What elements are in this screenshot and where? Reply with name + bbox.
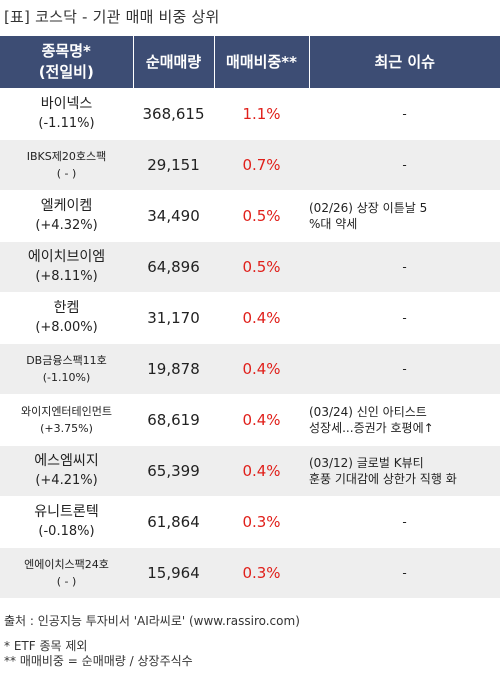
trade-ratio: 0.4% <box>214 445 309 497</box>
table-row: 바이넥스 (-1.11%) 368,615 1.1% - <box>0 88 500 140</box>
stock-name: 에이치브이엠 <box>27 249 106 265</box>
issue-cell: - <box>309 292 500 344</box>
trade-ratio: 0.4% <box>214 394 309 446</box>
stock-change: (-1.10%) <box>42 371 91 384</box>
stock-name-cell: 유니트론텍 (-0.18%) <box>0 496 133 548</box>
net-volume: 65,399 <box>133 445 214 497</box>
trade-ratio: 0.5% <box>214 190 309 242</box>
trade-ratio: 0.3% <box>214 496 309 548</box>
stock-name: DB금융스팩11호 <box>26 354 107 367</box>
table-row: 한켐 (+8.00%) 31,170 0.4% - <box>0 292 500 344</box>
net-volume: 68,619 <box>133 394 214 446</box>
stock-name: 엘케이켐 <box>40 198 93 214</box>
table-row: 와이지엔터테인먼트 (+3.75%) 68,619 0.4% (03/24) 신… <box>0 394 500 446</box>
issue-line1: (03/24) 신인 아티스트 <box>309 405 427 419</box>
stock-name: 와이지엔터테인먼트 <box>20 405 113 418</box>
net-volume: 15,964 <box>133 547 214 599</box>
net-volume: 64,896 <box>133 241 214 293</box>
header-name: 종목명* (전일비) <box>0 36 134 89</box>
stock-name-cell: 와이지엔터테인먼트 (+3.75%) <box>0 394 133 446</box>
stock-change: (+4.21%) <box>35 473 98 488</box>
issue-line1: - <box>402 158 407 172</box>
issue-line1: - <box>402 566 407 580</box>
table-row: 유니트론텍 (-0.18%) 61,864 0.3% - <box>0 496 500 548</box>
table-row: IBKS제20호스팩 ( - ) 29,151 0.7% - <box>0 139 500 191</box>
issue-line2: %대 약세 <box>309 217 358 231</box>
issue-cell: (03/12) 글로벌 K뷰티 훈풍 기대감에 상한가 직행 화 <box>309 445 500 497</box>
trade-ratio: 0.5% <box>214 241 309 293</box>
issue-cell: - <box>309 139 500 191</box>
stock-change: (-0.18%) <box>38 524 95 539</box>
net-volume: 61,864 <box>133 496 214 548</box>
issue-cell: (03/24) 신인 아티스트 성장세...증권가 호평에↑ <box>309 394 500 446</box>
stock-name-cell: 엔에이치스팩24호 ( - ) <box>0 547 133 599</box>
net-volume: 19,878 <box>133 343 214 395</box>
issue-line1: - <box>402 260 407 274</box>
stock-name-cell: IBKS제20호스팩 ( - ) <box>0 139 133 191</box>
table-row: 엘케이켐 (+4.32%) 34,490 0.5% (02/26) 상장 이튿날… <box>0 190 500 242</box>
table-row: 엔에이치스팩24호 ( - ) 15,964 0.3% - <box>0 547 500 599</box>
stock-name: 바이넥스 <box>40 96 93 112</box>
issue-line1: - <box>402 362 407 376</box>
stock-change: (+8.11%) <box>35 269 98 284</box>
stock-name: 에스엠씨지 <box>34 453 99 469</box>
stock-name-cell: 엘케이켐 (+4.32%) <box>0 190 133 242</box>
issue-line2: 성장세...증권가 호평에↑ <box>309 421 434 435</box>
issue-line1: - <box>402 311 407 325</box>
stock-name-cell: 바이넥스 (-1.11%) <box>0 88 133 140</box>
stock-change: (+4.32%) <box>35 218 98 233</box>
header-name-line2: (전일비) <box>38 63 94 81</box>
issue-line2: 훈풍 기대감에 상한가 직행 화 <box>309 472 457 486</box>
table-row: 에스엠씨지 (+4.21%) 65,399 0.4% (03/12) 글로벌 K… <box>0 445 500 497</box>
header-issue: 최근 이슈 <box>309 36 500 89</box>
issue-cell: - <box>309 547 500 599</box>
ranking-table: 종목명* (전일비) 순매매량 매매비중** 최근 이슈 바이넥스 (-1.11… <box>0 36 500 599</box>
trade-ratio: 0.4% <box>214 343 309 395</box>
issue-cell: - <box>309 496 500 548</box>
net-volume: 31,170 <box>133 292 214 344</box>
net-volume: 368,615 <box>133 88 214 140</box>
issue-cell: - <box>309 343 500 395</box>
trade-ratio: 0.3% <box>214 547 309 599</box>
issue-cell: (02/26) 상장 이튿날 5 %대 약세 <box>309 190 500 242</box>
stock-change: ( - ) <box>56 167 77 180</box>
stock-name-cell: 한켐 (+8.00%) <box>0 292 133 344</box>
net-volume: 29,151 <box>133 139 214 191</box>
issue-line1: - <box>402 107 407 121</box>
trade-ratio: 1.1% <box>214 88 309 140</box>
header-net-volume: 순매매량 <box>133 36 215 89</box>
stock-name: 유니트론텍 <box>34 504 99 520</box>
trade-ratio: 0.4% <box>214 292 309 344</box>
stock-change: ( - ) <box>56 575 77 588</box>
footnote-ratio: ** 매매비중 = 순매매량 / 상장주식수 <box>4 654 193 668</box>
table-header-row: 종목명* (전일비) 순매매량 매매비중** 최근 이슈 <box>0 36 500 89</box>
issue-line1: (03/12) 글로벌 K뷰티 <box>309 456 424 470</box>
stock-name: 한켐 <box>53 300 80 316</box>
table-row: 에이치브이엠 (+8.11%) 64,896 0.5% - <box>0 241 500 293</box>
issue-line1: (02/26) 상장 이튿날 5 <box>309 201 428 215</box>
header-name-line1: 종목명* <box>41 42 91 60</box>
page-title: [표] 코스닥 - 기관 매매 비중 상위 <box>4 8 220 26</box>
header-ratio: 매매비중** <box>214 36 310 89</box>
issue-line1: - <box>402 515 407 529</box>
stock-change: (+3.75%) <box>40 422 93 435</box>
trade-ratio: 0.7% <box>214 139 309 191</box>
footnote-etf: * ETF 종목 제외 <box>4 639 88 653</box>
net-volume: 34,490 <box>133 190 214 242</box>
source-note: 출처 : 인공지능 투자비서 'AI라씨로' (www.rassiro.com) <box>4 614 300 628</box>
issue-cell: - <box>309 88 500 140</box>
issue-cell: - <box>309 241 500 293</box>
stock-name-cell: 에스엠씨지 (+4.21%) <box>0 445 133 497</box>
stock-name-cell: DB금융스팩11호 (-1.10%) <box>0 343 133 395</box>
stock-change: (-1.11%) <box>38 116 95 131</box>
stock-name-cell: 에이치브이엠 (+8.11%) <box>0 241 133 293</box>
stock-name: 엔에이치스팩24호 <box>24 558 109 571</box>
table-row: DB금융스팩11호 (-1.10%) 19,878 0.4% - <box>0 343 500 395</box>
stock-name: IBKS제20호스팩 <box>26 150 107 163</box>
stock-change: (+8.00%) <box>35 320 98 335</box>
